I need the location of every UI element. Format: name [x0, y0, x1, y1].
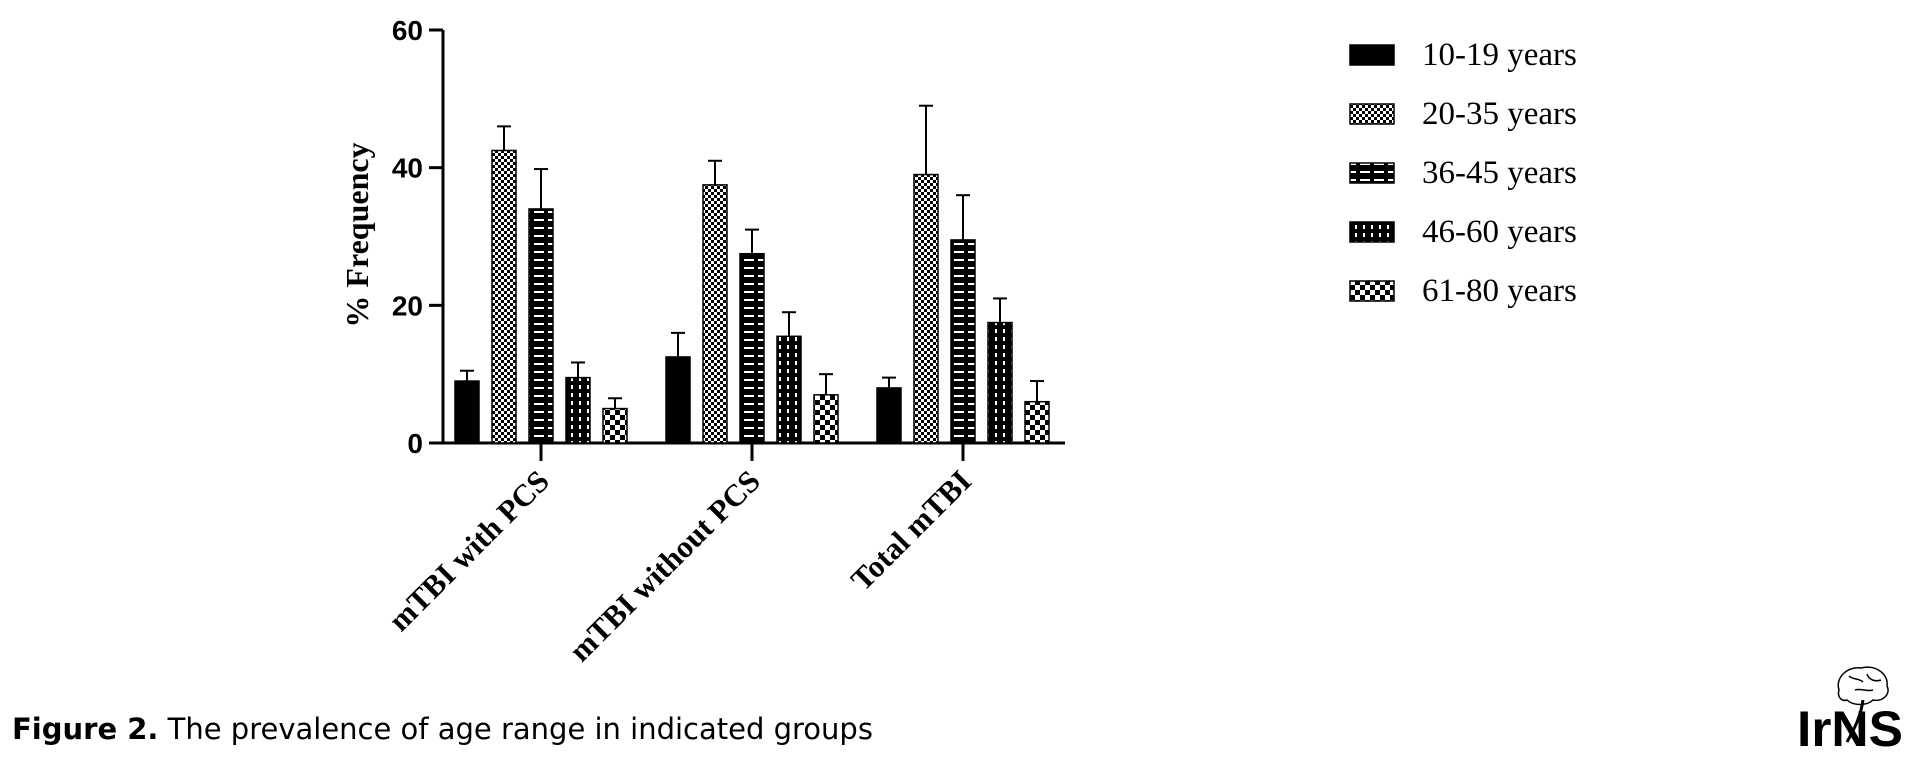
bar	[1024, 400, 1050, 444]
legend-swatch	[1349, 44, 1395, 66]
legend-swatch	[1349, 280, 1395, 302]
chart-error-bars	[460, 104, 1044, 409]
bar	[491, 149, 517, 444]
spine-icon	[1845, 699, 1865, 743]
chart-bars	[454, 149, 1050, 444]
bar	[665, 356, 691, 444]
y-tick-label: 0	[407, 428, 423, 459]
bar	[528, 208, 554, 444]
legend-label: 20-35 years	[1422, 96, 1577, 132]
legend: 10-19 years 20-35 years 36-45 years 46-60 y…	[1349, 37, 1577, 309]
legend-swatch	[1349, 162, 1395, 184]
bar	[702, 184, 728, 444]
legend-label: 46-60 years	[1422, 214, 1577, 250]
bar	[776, 335, 802, 444]
bar	[565, 376, 591, 444]
caption-label: Figure 2.	[12, 712, 159, 746]
x-tick-label: mTBI without PCS	[562, 463, 767, 668]
bar	[739, 252, 765, 444]
y-tick-label: 20	[392, 290, 423, 321]
legend-label: 10-19 years	[1422, 37, 1577, 73]
bar	[987, 321, 1013, 444]
brain-icon	[1837, 666, 1889, 706]
figure-caption: Figure 2. The prevalence of age range in…	[12, 712, 873, 746]
irns-logo: IrNS	[1797, 666, 1903, 750]
y-tick-label: 40	[392, 153, 423, 184]
bar	[602, 407, 628, 444]
bar	[454, 380, 480, 444]
bar	[876, 387, 902, 444]
legend-swatch	[1349, 221, 1395, 243]
caption-text: The prevalence of age range in indicated…	[167, 712, 873, 746]
bar	[813, 394, 839, 444]
legend-swatch	[1349, 103, 1395, 125]
legend-label: 61-80 years	[1422, 273, 1577, 309]
legend-label: 36-45 years	[1422, 155, 1577, 191]
x-tick-labels: mTBI with PCS mTBI without PCS Total mTBI	[381, 463, 978, 668]
y-tick-label: 60	[392, 15, 423, 46]
x-tick-label: Total mTBI	[844, 463, 978, 597]
bar	[913, 173, 939, 444]
y-axis-label: % Frequency	[339, 142, 375, 327]
bar	[950, 239, 976, 444]
x-tick-label: mTBI with PCS	[381, 463, 556, 638]
logo-text: IrNS	[1797, 701, 1903, 750]
